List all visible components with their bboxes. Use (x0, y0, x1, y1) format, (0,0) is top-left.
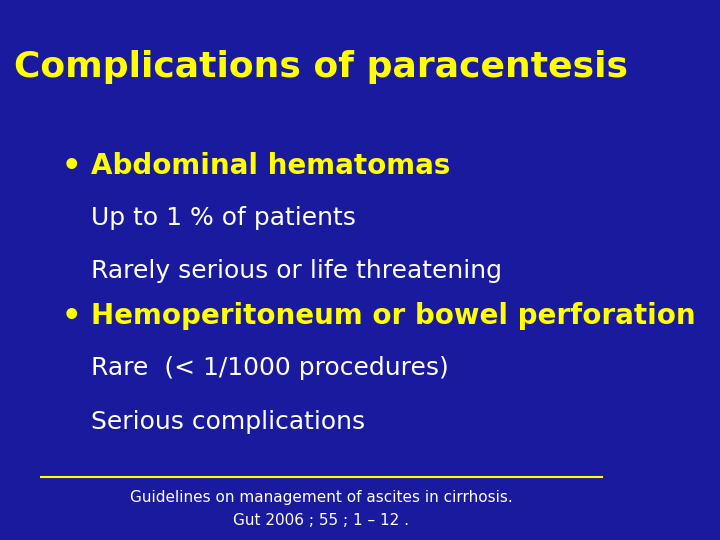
Text: Rare  (< 1/1000 procedures): Rare (< 1/1000 procedures) (91, 356, 449, 380)
Text: •: • (61, 152, 81, 181)
Text: Gut 2006 ; 55 ; 1 – 12 .: Gut 2006 ; 55 ; 1 – 12 . (233, 513, 410, 528)
Text: Hemoperitoneum or bowel perforation: Hemoperitoneum or bowel perforation (91, 302, 696, 330)
Text: Serious complications: Serious complications (91, 410, 365, 434)
Text: Up to 1 % of patients: Up to 1 % of patients (91, 206, 356, 230)
Text: Abdominal hematomas: Abdominal hematomas (91, 152, 450, 180)
Text: Rarely serious or life threatening: Rarely serious or life threatening (91, 259, 502, 284)
Text: Guidelines on management of ascites in cirrhosis.: Guidelines on management of ascites in c… (130, 490, 513, 505)
Text: Complications of paracentesis: Complications of paracentesis (14, 50, 629, 84)
Text: •: • (61, 302, 81, 331)
